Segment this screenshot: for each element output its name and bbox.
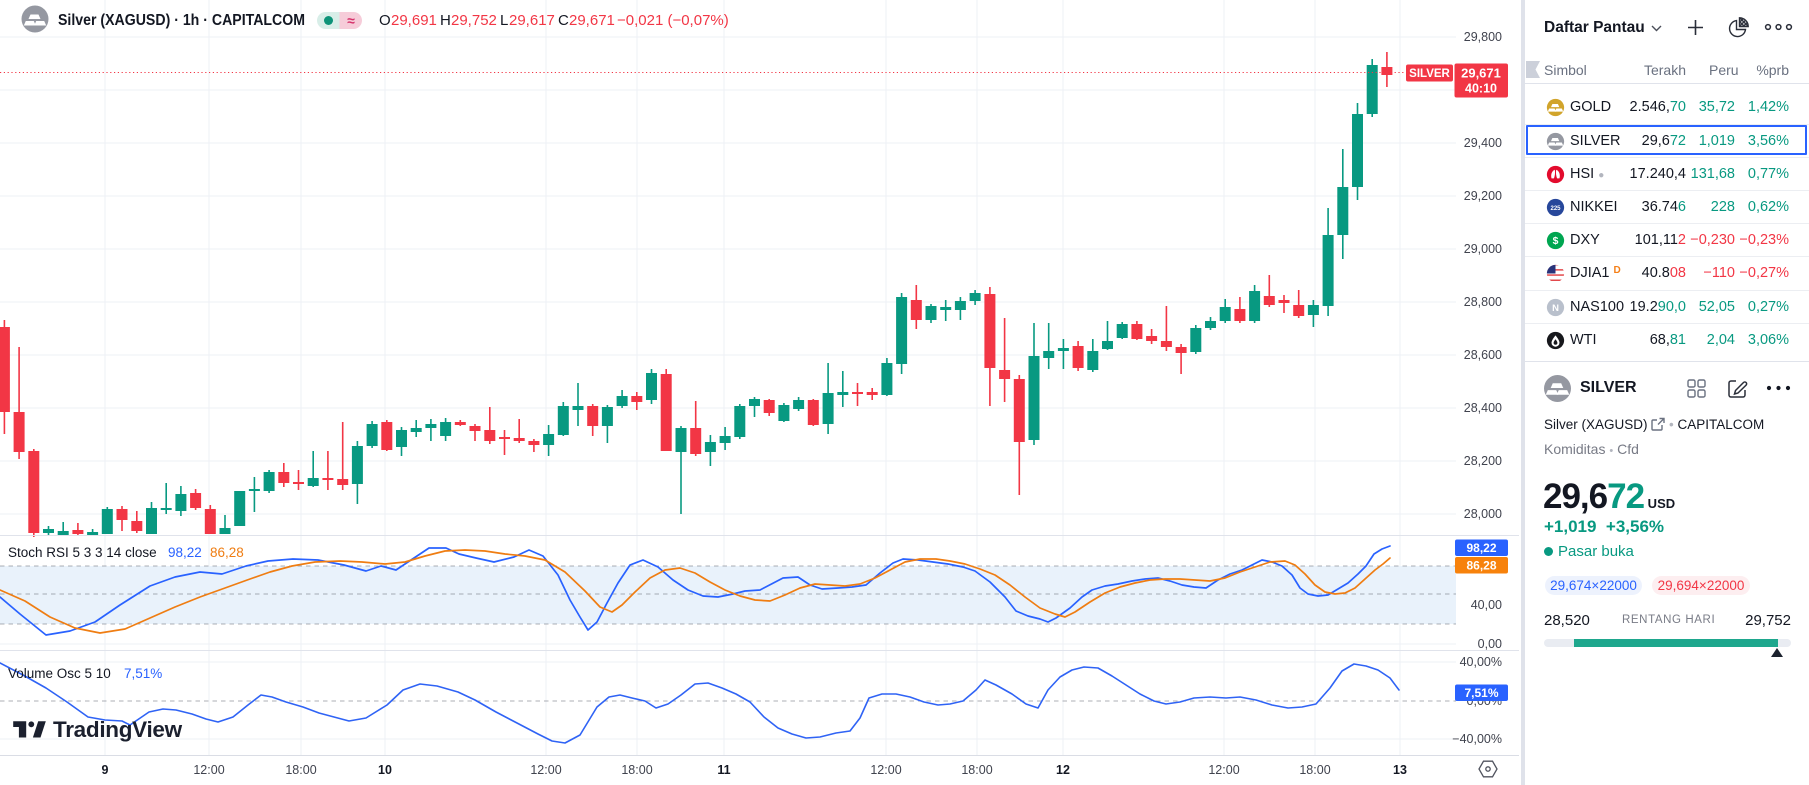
svg-text:12:00: 12:00 <box>530 763 561 777</box>
svg-text:7,51%: 7,51% <box>124 666 162 681</box>
svg-text:12:00: 12:00 <box>870 763 901 777</box>
svg-text:O: O <box>379 12 391 29</box>
svg-text:98,22: 98,22 <box>1466 541 1496 555</box>
svg-text:28,200: 28,200 <box>1464 454 1502 468</box>
svg-text:18:00: 18:00 <box>961 763 992 777</box>
svg-text:18:00: 18:00 <box>1299 763 1330 777</box>
svg-text:−40,00%: −40,00% <box>1452 732 1502 746</box>
svg-text:12:00: 12:00 <box>1208 763 1239 777</box>
svg-text:86,28: 86,28 <box>1466 559 1496 573</box>
svg-text:29,671: 29,671 <box>1461 66 1501 81</box>
svg-text:29,752: 29,752 <box>451 12 497 29</box>
svg-text:7,51%: 7,51% <box>1464 686 1498 700</box>
svg-text:29,200: 29,200 <box>1464 189 1502 203</box>
svg-text:Stoch RSI 5 3 3 14 close: Stoch RSI 5 3 3 14 close <box>8 545 157 560</box>
svg-text:18:00: 18:00 <box>621 763 652 777</box>
svg-text:$: $ <box>1553 236 1559 247</box>
svg-text:40,00: 40,00 <box>1471 598 1502 612</box>
svg-text:TradingView: TradingView <box>53 717 183 742</box>
svg-text:11: 11 <box>717 763 730 777</box>
svg-text:29,617: 29,617 <box>509 12 555 29</box>
svg-text:28,800: 28,800 <box>1464 295 1502 309</box>
svg-text:12: 12 <box>1056 763 1070 777</box>
svg-text:Silver (XAGUSD) · 1h · CAPITAL: Silver (XAGUSD) · 1h · CAPITALCOM <box>58 12 305 29</box>
svg-text:13: 13 <box>1393 763 1407 777</box>
svg-text:29,800: 29,800 <box>1464 30 1502 44</box>
svg-text:12:00: 12:00 <box>193 763 224 777</box>
svg-text:28,400: 28,400 <box>1464 401 1502 415</box>
svg-text:40,00%: 40,00% <box>1460 655 1502 669</box>
svg-text:L: L <box>500 12 508 29</box>
svg-text:29,691: 29,691 <box>391 12 437 29</box>
svg-text:29,400: 29,400 <box>1464 136 1502 150</box>
svg-text:−0,021 (−0,07%): −0,021 (−0,07%) <box>617 12 729 29</box>
svg-text:225: 225 <box>1550 206 1561 212</box>
svg-text:9: 9 <box>102 763 109 777</box>
svg-text:C: C <box>558 12 569 29</box>
svg-text:98,22: 98,22 <box>168 545 202 560</box>
svg-text:10: 10 <box>378 763 392 777</box>
svg-text:28,000: 28,000 <box>1464 507 1502 521</box>
svg-text:0,00: 0,00 <box>1478 637 1502 651</box>
svg-text:18:00: 18:00 <box>285 763 316 777</box>
svg-text:40:10: 40:10 <box>1465 82 1497 96</box>
svg-text:N: N <box>1552 303 1559 314</box>
svg-text:86,28: 86,28 <box>210 545 244 560</box>
svg-text:SILVER: SILVER <box>1409 68 1450 80</box>
svg-text:28,600: 28,600 <box>1464 348 1502 362</box>
svg-text:H: H <box>440 12 451 29</box>
svg-text:Volume Osc 5 10: Volume Osc 5 10 <box>8 666 111 681</box>
svg-text:29,671: 29,671 <box>569 12 615 29</box>
svg-text:≈: ≈ <box>347 13 355 29</box>
svg-text:29,000: 29,000 <box>1464 242 1502 256</box>
